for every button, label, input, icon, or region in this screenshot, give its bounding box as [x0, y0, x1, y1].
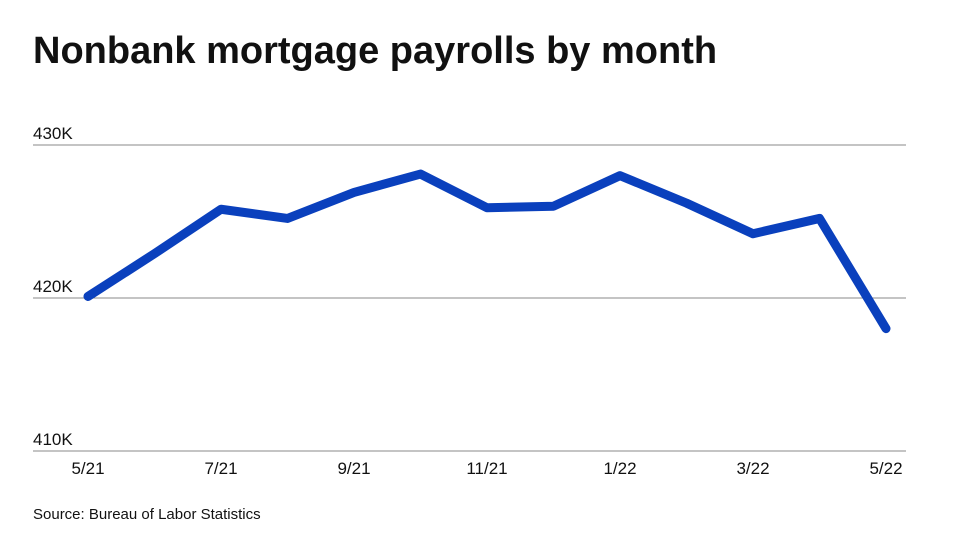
- x-tick-label: 11/21: [466, 459, 507, 478]
- x-tick-label: 3/22: [736, 459, 769, 478]
- x-tick-label: 5/21: [71, 459, 104, 478]
- y-tick-label: 420K: [33, 277, 73, 296]
- data-line: [83, 169, 891, 334]
- y-tick-label: 430K: [33, 124, 73, 143]
- x-tick-label: 5/22: [869, 459, 902, 478]
- x-tick-label: 9/21: [337, 459, 370, 478]
- y-tick-label: 410K: [33, 430, 73, 449]
- x-tick-label: 7/21: [204, 459, 237, 478]
- source: Source: Bureau of Labor Statistics: [33, 506, 261, 523]
- x-tick-label: 1/22: [603, 459, 636, 478]
- chart-title: Nonbank mortgage payrolls by month: [33, 30, 717, 72]
